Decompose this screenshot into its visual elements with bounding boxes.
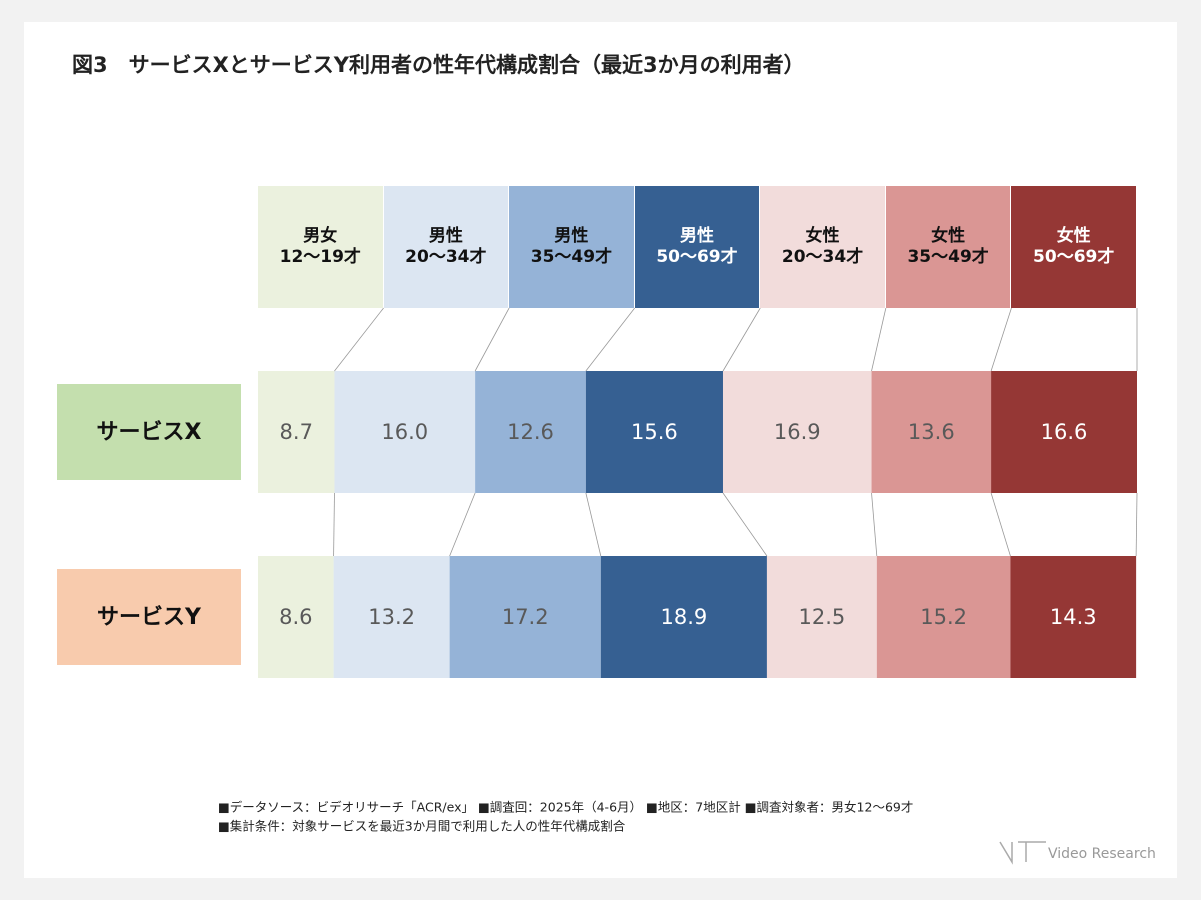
value-label: 8.6 bbox=[279, 605, 312, 629]
connector bbox=[334, 307, 384, 372]
connector bbox=[474, 307, 510, 372]
bar-segment bbox=[600, 556, 767, 678]
value-label: 18.9 bbox=[660, 605, 707, 629]
connector bbox=[871, 492, 878, 557]
connector bbox=[722, 492, 768, 557]
brand: Video Research bbox=[1048, 846, 1156, 862]
bar-segment bbox=[722, 371, 872, 493]
value-label: 13.6 bbox=[908, 420, 955, 444]
note: ■データソース：ビデオリサーチ「ACR/ex」 ■調査回：2025年（4-6月）… bbox=[218, 800, 913, 815]
note: ■集計条件：対象サービスを最近3か月間で利用した人の性年代構成割合 bbox=[218, 819, 626, 834]
value-label: 16.9 bbox=[774, 420, 821, 444]
connector bbox=[722, 307, 761, 372]
legend-entry: 女性 20～34才 bbox=[760, 186, 885, 308]
connector bbox=[1135, 492, 1138, 557]
value-label: 15.2 bbox=[920, 605, 967, 629]
logo-icon bbox=[999, 841, 1046, 865]
bar-segment bbox=[333, 556, 450, 678]
value-label: 15.6 bbox=[631, 420, 678, 444]
bar-segment bbox=[334, 371, 476, 493]
legend-entry: 男性 50～69才 bbox=[634, 186, 760, 308]
connector bbox=[990, 307, 1012, 372]
connector bbox=[333, 492, 335, 557]
category-label: サービスX bbox=[97, 420, 202, 445]
legend-entry: 男性 20～34才 bbox=[383, 186, 509, 308]
connector bbox=[871, 307, 887, 372]
bar-segment bbox=[766, 556, 877, 678]
bar-segment bbox=[585, 371, 723, 493]
connector bbox=[990, 492, 1011, 557]
bar-segment bbox=[871, 371, 992, 493]
legend-entry: 女性 35～49才 bbox=[885, 186, 1011, 308]
value-label: 13.2 bbox=[368, 605, 415, 629]
value-label: 8.7 bbox=[280, 420, 313, 444]
bar-segment bbox=[876, 556, 1011, 678]
value-label: 14.3 bbox=[1050, 605, 1097, 629]
chart-title: 図3 サービスXとサービスY利用者の性年代構成割合（最近3か月の利用者） bbox=[72, 53, 805, 77]
bar-segment bbox=[258, 556, 334, 678]
connector bbox=[585, 307, 636, 372]
value-label: 16.0 bbox=[381, 420, 428, 444]
legend-entry: 男女 12～19才 bbox=[258, 186, 383, 308]
category-label: サービスY bbox=[97, 605, 202, 630]
value-label: 12.5 bbox=[798, 605, 845, 629]
legend-entry: 男性 35～49才 bbox=[509, 186, 634, 308]
bar-segment bbox=[1010, 556, 1137, 678]
connector bbox=[449, 492, 476, 557]
bar-segment bbox=[991, 371, 1137, 493]
connector bbox=[585, 492, 602, 557]
bar-segment bbox=[449, 556, 601, 678]
legend-entry: 女性 50～69才 bbox=[1011, 186, 1136, 308]
bar-segment bbox=[258, 371, 335, 493]
value-label: 17.2 bbox=[502, 605, 549, 629]
value-label: 12.6 bbox=[507, 420, 554, 444]
value-label: 16.6 bbox=[1041, 420, 1088, 444]
category-box bbox=[57, 384, 241, 480]
bar-segment bbox=[475, 371, 586, 493]
category-box bbox=[57, 569, 241, 665]
